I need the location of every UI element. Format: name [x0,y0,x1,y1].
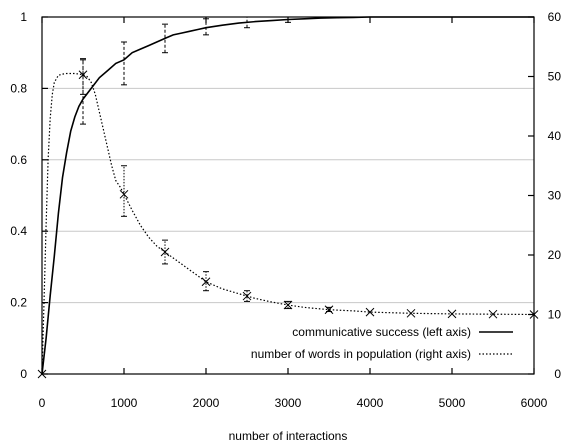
grid [42,87,534,304]
data-point-marker [406,308,416,318]
data-point-marker [201,277,211,287]
y-left-tick-label: 0 [20,367,27,381]
data-point-marker [365,307,375,317]
marker-stroke [78,70,88,80]
y-left-tick-label: 0.4 [10,224,27,238]
plot-frame [41,16,535,375]
marker-stroke [324,305,334,315]
y-left-tick-label: 1 [20,10,27,24]
marker-stroke [201,277,211,287]
series-layer [37,16,539,379]
y-right-tick-label: 10 [548,308,562,322]
series-line-words [41,72,535,375]
legend-label-success: communicative success (left axis) [292,325,471,339]
y-left-tick-label: 0.2 [10,296,27,310]
data-point-marker [160,247,170,257]
marker-stroke [283,300,293,310]
x-tick-label: 1000 [111,396,138,410]
data-point-marker [78,70,88,80]
marker-stroke [406,308,416,318]
legend-label-words: number of words in population (right axi… [251,347,471,361]
marker-stroke [242,291,252,301]
data-point-marker [324,305,334,315]
x-tick-label: 2000 [193,396,220,410]
x-tick-label: 0 [39,396,46,410]
y-right-tick-label: 30 [548,189,562,203]
marker-stroke [160,247,170,257]
y-right-tick-label: 60 [548,10,562,24]
marker-stroke [365,307,375,317]
y-right-tick-label: 40 [548,129,562,143]
x-tick-label: 4000 [357,396,384,410]
y-right-tick-label: 0 [554,367,561,381]
x-axis-title: number of interactions [229,429,348,443]
x-tick-label: 6000 [521,396,548,410]
y-left-tick-label: 0.6 [10,153,27,167]
x-tick-label: 3000 [275,396,302,410]
marker-stroke [447,309,457,319]
data-point-marker [119,189,129,199]
data-point-marker [488,309,498,319]
legend: communicative success (left axis) number… [251,325,513,361]
data-point-marker [242,291,252,301]
y-right-tick-label: 50 [548,70,562,84]
x-tick-label: 5000 [439,396,466,410]
data-point-marker [447,309,457,319]
marker-stroke [488,309,498,319]
axes: 0 1000 2000 3000 4000 5000 600000.20.40.60.810… [10,10,561,410]
y-right-tick-label: 20 [548,248,562,262]
marker-stroke [119,189,129,199]
data-point-marker [283,300,293,310]
y-left-tick-label: 0.8 [10,81,27,95]
series-line-success [41,16,534,375]
